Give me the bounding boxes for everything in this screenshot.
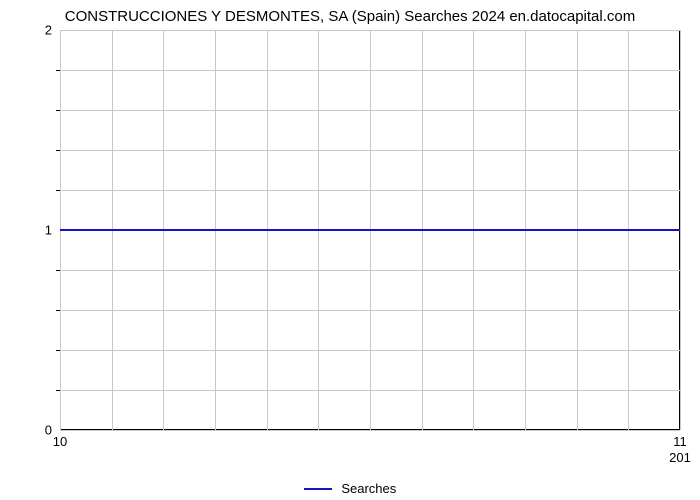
- gridline-horizontal: [60, 150, 680, 151]
- y-minor-tick: [56, 390, 60, 391]
- legend-swatch: [304, 488, 332, 490]
- x-tick-label: 11: [673, 434, 687, 449]
- y-minor-tick: [56, 310, 60, 311]
- y-minor-tick: [56, 70, 60, 71]
- y-minor-tick: [56, 350, 60, 351]
- y-minor-tick: [56, 110, 60, 111]
- chart-container: CONSTRUCCIONES Y DESMONTES, SA (Spain) S…: [0, 0, 700, 500]
- y-tick-label: 2: [45, 23, 52, 38]
- x-tick-label: 10: [53, 434, 67, 449]
- y-minor-tick: [56, 270, 60, 271]
- series-line: [60, 229, 680, 231]
- plot-area: 0121011201: [60, 30, 680, 430]
- gridline-horizontal: [60, 190, 680, 191]
- x-tick-sublabel: 201: [669, 450, 691, 465]
- gridline-horizontal: [60, 110, 680, 111]
- y-minor-tick: [56, 190, 60, 191]
- gridline-horizontal: [60, 270, 680, 271]
- gridline-horizontal: [60, 390, 680, 391]
- y-tick-label: 1: [45, 223, 52, 238]
- gridline-horizontal: [60, 70, 680, 71]
- gridline-horizontal: [60, 30, 680, 31]
- chart-title: CONSTRUCCIONES Y DESMONTES, SA (Spain) S…: [0, 8, 700, 25]
- gridline-horizontal: [60, 310, 680, 311]
- gridline-horizontal: [60, 350, 680, 351]
- legend-label: Searches: [341, 481, 396, 496]
- gridline-vertical: [680, 30, 681, 430]
- gridline-horizontal: [60, 430, 680, 431]
- y-tick-label: 0: [45, 423, 52, 438]
- y-minor-tick: [56, 150, 60, 151]
- legend: Searches: [0, 480, 700, 496]
